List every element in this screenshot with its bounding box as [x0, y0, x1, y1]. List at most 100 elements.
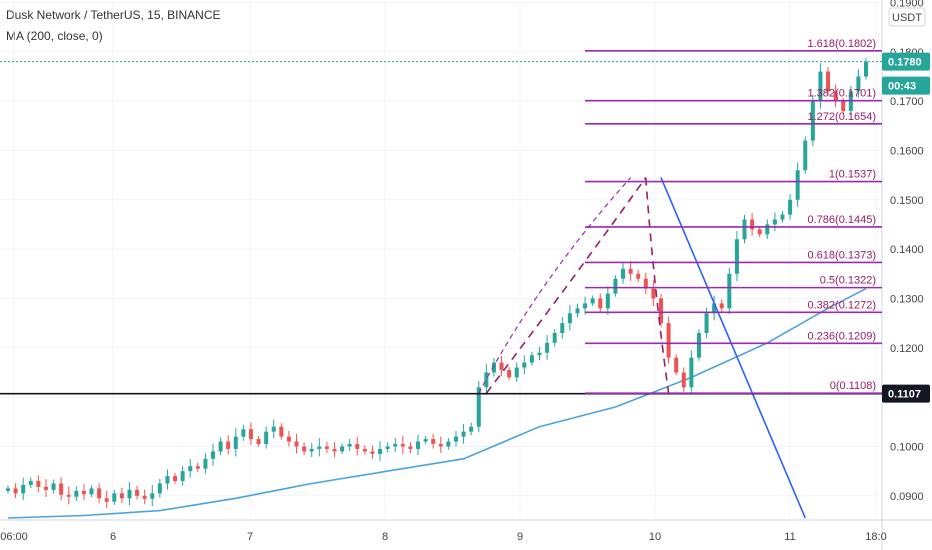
candle: [256, 436, 261, 447]
candle: [431, 433, 436, 449]
candle-body: [469, 426, 474, 432]
candle: [226, 435, 231, 455]
candle-body: [51, 483, 56, 490]
candle-body: [423, 439, 428, 442]
candle-body: [370, 451, 375, 454]
candle-body: [233, 436, 238, 449]
candle-body: [317, 446, 322, 449]
candle-body: [514, 367, 519, 378]
candle-body: [605, 293, 610, 309]
candle: [734, 230, 739, 282]
candle: [28, 477, 33, 489]
candle-body: [21, 484, 26, 494]
countdown-tag-text: 00:43: [888, 81, 916, 93]
currency-badge-bg: [888, 7, 926, 27]
last-price-tag-bg: [882, 52, 930, 71]
candle-body: [499, 362, 504, 370]
candle-body: [795, 170, 800, 200]
candle-body: [856, 76, 861, 92]
candle: [347, 438, 352, 452]
candle: [560, 316, 565, 339]
candle: [833, 84, 838, 108]
candle-body: [97, 488, 102, 499]
candle-body: [119, 493, 124, 499]
candle: [408, 441, 413, 454]
candle: [727, 267, 732, 314]
candle-body: [203, 458, 208, 469]
candle: [567, 304, 572, 331]
fib-level-label: 0.786(0.1445): [808, 214, 877, 226]
candle-body: [841, 101, 846, 111]
candle: [279, 423, 284, 440]
candle: [135, 485, 140, 500]
candle-body: [757, 229, 762, 235]
candle-body: [734, 239, 739, 274]
candle-body: [666, 323, 671, 358]
candle: [514, 362, 519, 383]
countdown-tag-bg: [882, 76, 930, 95]
candle-body: [765, 224, 770, 235]
candle: [416, 434, 421, 455]
candle: [788, 194, 793, 220]
candle-body: [362, 448, 367, 452]
candle-body: [696, 333, 701, 358]
candle: [6, 485, 10, 494]
candle: [248, 422, 253, 446]
candle-body: [416, 441, 421, 449]
candle-body: [81, 490, 86, 495]
candle: [97, 483, 102, 503]
candle: [583, 296, 588, 315]
candle: [651, 280, 656, 306]
candle: [378, 441, 383, 461]
price-tick-label: 0.1300: [890, 293, 924, 305]
candle-body: [750, 219, 755, 230]
candle: [180, 466, 185, 486]
candle: [666, 316, 671, 364]
candle-body: [408, 446, 413, 449]
support-price-tag-text: 0.1107: [888, 389, 921, 401]
candle-body: [567, 313, 572, 324]
candle-body: [803, 140, 808, 171]
projection-dashed-left: [478, 177, 632, 394]
candle: [446, 438, 451, 450]
candle: [453, 430, 458, 447]
last-price-tag-text: 0.1780: [888, 57, 922, 69]
candle-body: [135, 489, 140, 496]
candle: [74, 486, 79, 501]
price-axis[interactable]: 0.19000.18000.17000.16000.15000.14000.13…: [888, 0, 926, 503]
candle-body: [575, 308, 580, 314]
candle: [628, 261, 633, 281]
candle-body: [810, 101, 815, 141]
candle: [393, 437, 398, 453]
projection-dashed-right: [645, 177, 670, 394]
candle-body: [150, 493, 155, 499]
candle: [173, 473, 178, 484]
candle-body: [552, 333, 557, 343]
candle: [537, 347, 542, 361]
candle-body: [355, 444, 360, 449]
candle: [317, 438, 322, 457]
candle-body: [590, 298, 595, 304]
time-tick-label: 6: [110, 531, 116, 543]
candle: [552, 328, 557, 347]
candle: [150, 484, 155, 507]
fib-level-label: 1(0.1537): [829, 169, 876, 181]
candle: [575, 303, 580, 318]
candle-body: [742, 219, 747, 240]
candle-body: [6, 488, 10, 491]
candle: [112, 489, 117, 505]
candle-body: [689, 357, 694, 388]
candle: [856, 69, 861, 98]
candle-body: [507, 370, 512, 378]
candle: [818, 63, 823, 109]
candle: [294, 433, 299, 454]
candle: [772, 212, 777, 232]
ma200-line: [7, 287, 867, 519]
candle-body: [674, 357, 679, 373]
candle: [803, 136, 808, 174]
candle-body: [522, 362, 527, 368]
candle-body: [704, 313, 709, 333]
time-axis[interactable]: 06:00 6 7 8 9 10 11 18:0: [0, 531, 886, 543]
candle-body: [195, 466, 200, 469]
